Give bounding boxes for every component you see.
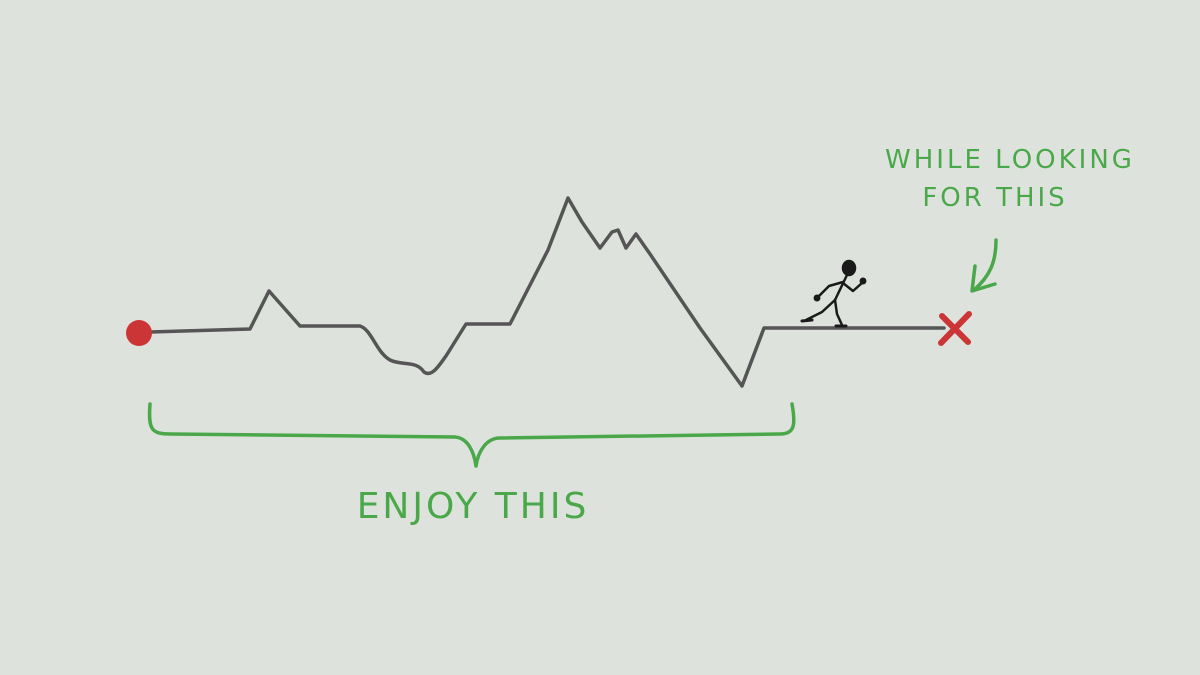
goal-pointer-arrow xyxy=(970,238,998,293)
start-dot-icon xyxy=(126,320,152,346)
running-stick-figure-icon xyxy=(800,259,867,328)
x-mark-icon xyxy=(938,311,972,346)
while-looking-label: WHILE LOOKING xyxy=(885,145,1135,175)
for-this-label: FOR THIS xyxy=(922,183,1067,213)
enjoy-brace xyxy=(147,402,796,468)
journey-path-line xyxy=(148,196,946,388)
enjoy-label: ENJOY THIS xyxy=(357,486,590,527)
